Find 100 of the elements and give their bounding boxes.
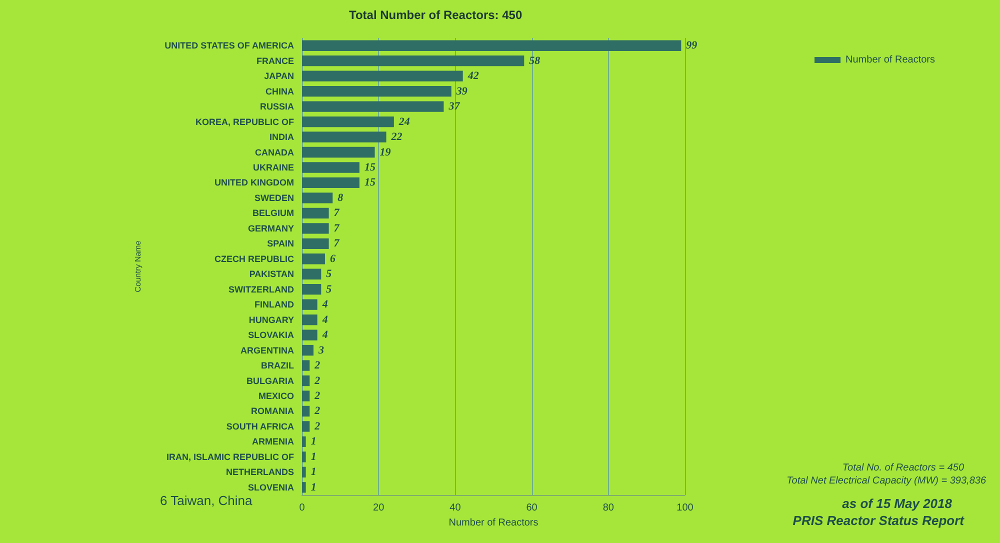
chart-title: Total Number of Reactors: 450 (349, 8, 522, 22)
x-tick-label: 60 (526, 502, 538, 514)
legend-label: Number of Reactors (846, 54, 936, 66)
bar (302, 284, 322, 295)
x-axis-title: Number of Reactors (448, 517, 538, 528)
y-tick-label: CHINA (266, 86, 294, 96)
data-label: 7 (334, 207, 340, 220)
y-tick-label: SOUTH AFRICA (226, 421, 294, 432)
bar (302, 466, 306, 478)
data-label: 1 (310, 466, 316, 478)
data-label: 1 (310, 436, 316, 448)
y-tick-label: GERMANY (248, 223, 294, 234)
y-tick-label: RUSSIA (260, 102, 294, 112)
data-label: 2 (314, 390, 321, 402)
bar (302, 421, 310, 432)
x-tick-label: 100 (676, 502, 694, 514)
y-tick-label: ROMANIA (251, 406, 294, 416)
bar (302, 360, 310, 371)
bar (302, 40, 682, 51)
y-tick-label: JAPAN (264, 71, 294, 82)
y-tick-label: SWEDEN (254, 192, 294, 203)
y-tick-label: BRAZIL (261, 360, 294, 371)
y-tick-label: BELGIUM (252, 208, 294, 218)
bar (302, 208, 329, 219)
data-label: 58 (529, 54, 541, 67)
y-tick-label: FRANCE (256, 56, 294, 66)
data-label: 15 (364, 176, 376, 189)
data-label: 3 (317, 344, 324, 356)
y-tick-label: SWITZERLAND (228, 284, 294, 294)
data-label: 22 (390, 131, 403, 144)
y-tick-label: SPAIN (267, 238, 294, 249)
text: PRIS Reactor Status Report (792, 513, 965, 528)
y-tick-label: CANADA (255, 147, 294, 158)
bar (302, 452, 306, 462)
data-label: 1 (310, 481, 316, 494)
bar (302, 146, 375, 158)
data-label: 39 (455, 85, 468, 98)
data-label: 2 (314, 374, 321, 387)
bar (302, 344, 314, 356)
y-tick-label: IRAN, ISLAMIC REPUBLIC OF (166, 452, 294, 462)
bar (302, 314, 318, 326)
bar (302, 299, 318, 310)
bar (302, 390, 310, 402)
data-label: 4 (321, 298, 328, 311)
y-tick-label: INDIA (270, 132, 294, 142)
bar (302, 70, 463, 82)
data-label: 19 (380, 146, 392, 158)
text: Total Net Electrical Capacity (MW) = 393,836 (786, 476, 986, 486)
y-tick-label: KOREA, REPUBLIC OF (195, 116, 294, 127)
y-tick-label: HUNGARY (248, 314, 294, 325)
data-label: 24 (398, 116, 410, 128)
bar (302, 86, 452, 97)
bar (302, 436, 306, 448)
data-label: 8 (338, 192, 344, 204)
y-axis-title: Country Name (134, 240, 142, 292)
bar (302, 238, 329, 249)
bar (302, 406, 310, 417)
data-label: 42 (466, 70, 480, 82)
bar (302, 56, 524, 66)
y-tick-label: PAKISTAN (249, 269, 294, 280)
data-label: 7 (334, 222, 340, 234)
x-tick-label: 20 (373, 502, 385, 514)
data-label: 99 (686, 40, 698, 52)
data-label: 1 (310, 450, 316, 463)
bar (302, 192, 333, 204)
y-tick-label: CZECH REPUBLIC (214, 254, 294, 264)
bar (302, 330, 318, 340)
x-tick-label: 40 (450, 502, 462, 514)
x-tick-label: 0 (299, 502, 306, 514)
data-label: 5 (326, 268, 332, 280)
text: Total No. of Reactors = 450 (842, 462, 964, 474)
y-tick-label: FINLAND (254, 300, 294, 310)
y-tick-label: UNITED STATES OF AMERICA (164, 40, 294, 51)
text: 6 Taiwan, China (160, 493, 254, 508)
data-label: 5 (326, 283, 332, 296)
y-tick-label: BULGARIA (246, 376, 294, 386)
bar (302, 482, 306, 493)
text: as of 15 May 2018 (842, 496, 953, 511)
data-label: 37 (448, 100, 460, 113)
data-label: 2 (314, 360, 321, 372)
bar (302, 375, 310, 386)
bar (302, 116, 394, 128)
bar (302, 101, 444, 112)
bar (302, 268, 322, 280)
y-tick-label: UNITED KINGDOM (214, 178, 294, 188)
data-label: 15 (364, 161, 376, 174)
data-label: 4 (321, 314, 328, 326)
bar (302, 162, 360, 173)
y-tick-label: ARMENIA (252, 436, 294, 447)
data-label: 7 (334, 238, 340, 250)
data-label: 6 (330, 252, 336, 265)
y-tick-label: SLOVENIA (248, 482, 294, 492)
y-tick-label: MEXICO (258, 390, 294, 401)
data-label: 2 (314, 405, 321, 418)
bar (302, 254, 325, 264)
y-tick-label: SLOVAKIA (248, 330, 294, 340)
data-label: 2 (314, 420, 321, 432)
data-label: 4 (321, 329, 328, 342)
y-tick-label: UKRAINE (252, 162, 294, 172)
y-tick-label: ARGENTINA (240, 345, 294, 356)
